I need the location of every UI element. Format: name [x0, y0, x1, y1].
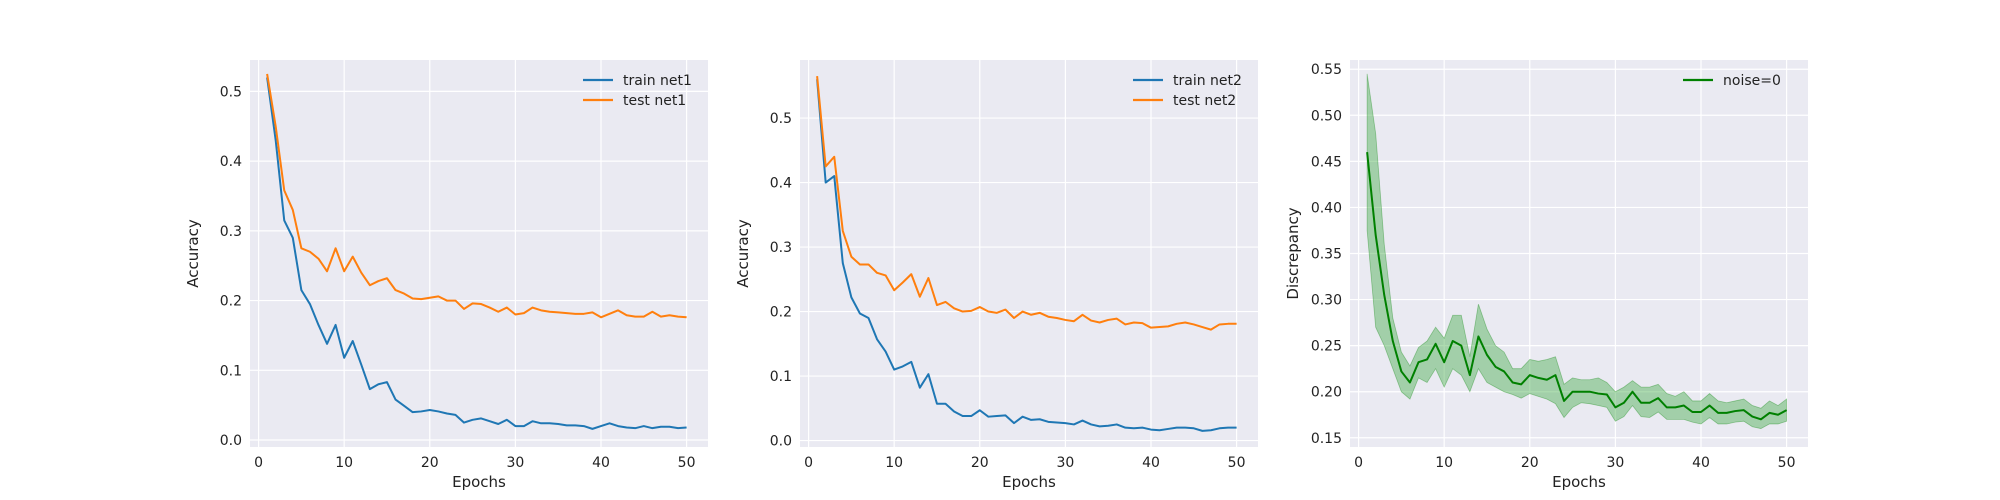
chart-panel-2: 0 10 20 30 40 50 0.0 0.1 0.2 0.3 0.4 0.5 Epochs Accur… — [734, 60, 1258, 491]
x-tick-label: 50 — [1228, 455, 1246, 471]
y-tick-label: 0.1 — [770, 369, 792, 385]
plot-background — [250, 60, 708, 447]
y-tick-label: 0.2 — [220, 294, 242, 310]
x-tick-label: 10 — [335, 455, 353, 471]
y-axis-label: Accuracy — [184, 219, 202, 288]
y-tick-label: 0.55 — [1311, 62, 1342, 78]
x-tick-label: 40 — [592, 455, 610, 471]
x-axis-label: Epochs — [452, 473, 506, 491]
y-tick-label: 0.3 — [770, 240, 792, 256]
plot-background — [800, 60, 1258, 447]
y-tick-label: 0.30 — [1311, 293, 1342, 309]
series-line-1 — [266, 77, 687, 430]
series-confidence-band — [1366, 73, 1787, 429]
x-tick-label: 30 — [1056, 455, 1074, 471]
legend-label: noise=0 — [1723, 73, 1781, 89]
chart-panel-1: 0 10 20 30 40 50 0.0 0.1 0.2 0.3 0.4 0.5 Epochs Accur… — [184, 60, 708, 491]
chart-panel-3: 0 10 20 30 40 50 0.15 0.20 0.25 0.30 0.35 0.40 0.45 0… — [1284, 60, 1808, 491]
x-tick-label: 10 — [885, 455, 903, 471]
legend-label: train net1 — [623, 73, 692, 89]
y-tick-label: 0.25 — [1311, 339, 1342, 355]
x-tick-label: 20 — [421, 455, 439, 471]
y-tick-label: 0.0 — [220, 433, 242, 449]
y-tick-label: 0.50 — [1311, 108, 1342, 124]
legend: train net1 test net1 — [583, 73, 692, 109]
series-line-2 — [816, 76, 1237, 331]
series-line-1 — [1366, 152, 1788, 421]
y-tick-label: 0.15 — [1311, 431, 1342, 447]
legend-label: test net2 — [1173, 93, 1236, 109]
y-tick-label: 0.35 — [1311, 247, 1342, 263]
y-tick-label: 0.4 — [770, 176, 792, 192]
x-tick-label: 20 — [1521, 455, 1539, 471]
x-tick-label: 40 — [1692, 455, 1710, 471]
y-tick-label: 0.0 — [770, 434, 792, 450]
x-tick-label: 0 — [254, 455, 263, 471]
x-axis-label: Epochs — [1552, 473, 1606, 491]
x-tick-label: 50 — [678, 455, 696, 471]
x-tick-label: 20 — [971, 455, 989, 471]
series-line-1 — [816, 79, 1237, 432]
series-line-2 — [266, 73, 687, 319]
x-tick-label: 40 — [1142, 455, 1160, 471]
y-tick-label: 0.20 — [1311, 385, 1342, 401]
y-axis-label: Discrepancy — [1284, 207, 1302, 299]
x-tick-label: 50 — [1778, 455, 1796, 471]
legend-label: test net1 — [623, 93, 686, 109]
y-tick-label: 0.3 — [220, 224, 242, 240]
legend: train net2 test net2 — [1133, 73, 1242, 109]
y-tick-label: 0.4 — [220, 154, 242, 170]
legend-label: train net2 — [1173, 73, 1242, 89]
legend: noise=0 — [1683, 73, 1781, 89]
y-tick-label: 0.1 — [220, 363, 242, 379]
y-tick-label: 0.45 — [1311, 154, 1342, 170]
x-axis-label: Epochs — [1002, 473, 1056, 491]
x-tick-label: 10 — [1435, 455, 1453, 471]
x-tick-label: 30 — [1606, 455, 1624, 471]
x-tick-label: 0 — [1354, 455, 1363, 471]
y-tick-label: 0.2 — [770, 305, 792, 321]
x-tick-label: 30 — [506, 455, 524, 471]
y-tick-label: 0.5 — [770, 111, 792, 127]
y-tick-label: 0.5 — [220, 84, 242, 100]
x-tick-label: 0 — [804, 455, 813, 471]
y-tick-label: 0.40 — [1311, 200, 1342, 216]
y-axis-label: Accuracy — [734, 219, 752, 288]
